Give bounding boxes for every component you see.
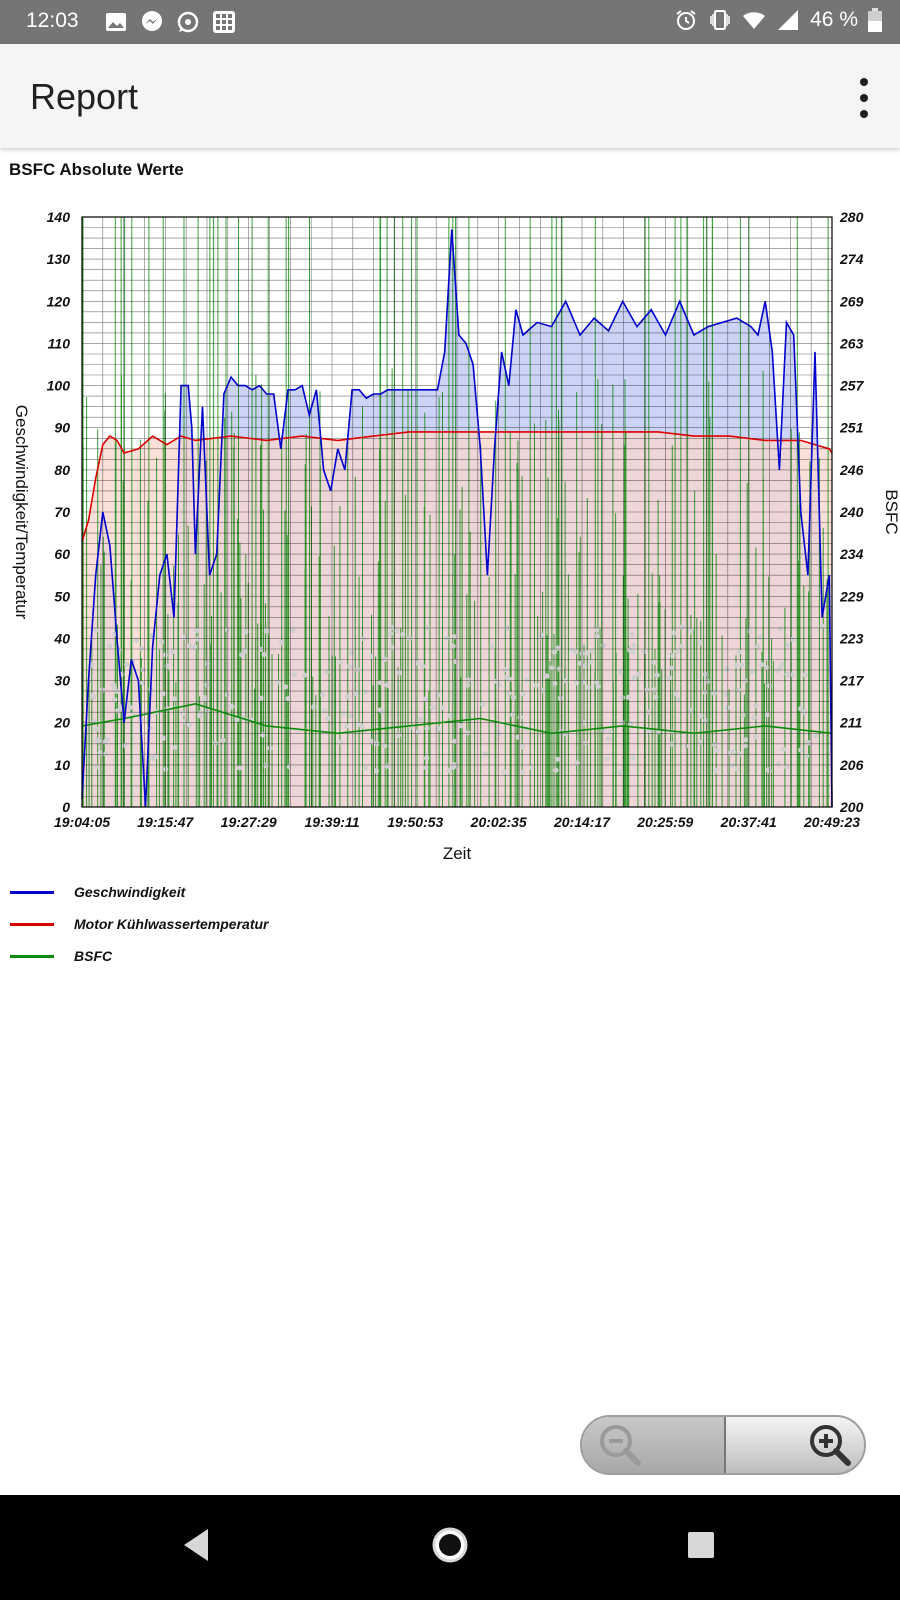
status-bar: 12:03 46 % <box>0 0 900 44</box>
y-tick-label: 40 <box>53 630 70 646</box>
y-right-tick-label: 280 <box>839 209 864 225</box>
x-tick-label: 20:49:23 <box>803 814 860 830</box>
messenger-icon <box>142 11 162 31</box>
legend-label-speed: Geschwindigkeit <box>74 884 186 900</box>
y-tick-label: 140 <box>47 209 71 225</box>
overflow-menu-icon[interactable] <box>854 78 874 118</box>
battery-icon <box>868 8 882 32</box>
zoom-out-button[interactable] <box>582 1417 726 1473</box>
vibrate-icon <box>710 10 730 30</box>
y-tick-label: 80 <box>54 462 70 478</box>
zoom-in-icon <box>810 1425 851 1466</box>
plot-border <box>81 216 833 808</box>
y-right-tick-label: 263 <box>839 335 864 351</box>
x-tick-label: 19:27:29 <box>221 814 277 830</box>
y-right-tick-label: 274 <box>839 251 864 267</box>
x-tick-label: 20:02:35 <box>470 814 527 830</box>
recents-icon[interactable] <box>686 1525 716 1565</box>
bsfc-scatter <box>89 623 825 776</box>
series-line-temperature <box>81 431 833 542</box>
zoom-control <box>580 1415 866 1475</box>
series-line-speed <box>81 229 833 808</box>
zoom-in-button[interactable] <box>726 1417 864 1473</box>
wifi-icon <box>743 12 766 29</box>
nav-bar <box>0 1495 900 1600</box>
y-tick-label: 120 <box>47 293 71 309</box>
x-tick-label: 20:37:41 <box>720 814 777 830</box>
y-right-tick-label: 251 <box>839 420 864 436</box>
y-tick-label: 0 <box>62 799 70 815</box>
image-icon <box>106 13 126 31</box>
y-right-tick-label: 206 <box>839 757 864 773</box>
y-right-tick-label: 223 <box>839 630 864 646</box>
grid-app-icon <box>213 11 235 33</box>
y-tick-label: 60 <box>54 546 70 562</box>
y-tick-label: 130 <box>47 251 71 267</box>
back-icon[interactable] <box>180 1525 212 1565</box>
chart-title: BSFC Absolute Werte <box>9 160 184 179</box>
battery-percent: 46 % <box>810 8 858 31</box>
legend-swatch-speed <box>10 890 54 894</box>
y-right-tick-label: 246 <box>839 462 864 478</box>
app-bar: Report <box>0 44 900 148</box>
legend-label-bsfc: BSFC <box>74 948 113 964</box>
y-right-tick-label: 269 <box>839 293 864 309</box>
y-right-tick-label: 200 <box>839 799 864 815</box>
y-right-tick-label: 217 <box>839 673 865 689</box>
y-right-tick-label: 211 <box>839 715 863 731</box>
y-tick-label: 20 <box>53 715 70 731</box>
y-tick-label: 110 <box>48 335 71 351</box>
x-tick-label: 20:14:17 <box>553 814 611 830</box>
x-tick-label: 19:15:47 <box>137 814 194 830</box>
y-tick-label: 100 <box>47 378 71 394</box>
legend-swatch-bsfc <box>10 954 54 958</box>
alarm-icon <box>676 10 696 30</box>
bsfc-chart[interactable]: 0 10 20 30 40 50 60 70 80 90 100 110 120 130 140 200 206… <box>0 190 900 860</box>
y-right-tick-label: 257 <box>839 378 865 394</box>
x-tick-label: 19:50:53 <box>387 814 443 830</box>
y-axis-label: Geschwindigkeit/Temperatur <box>12 405 31 620</box>
y-right-tick-label: 240 <box>839 504 864 520</box>
y-tick-label: 90 <box>54 420 70 436</box>
whatsapp-icon <box>177 11 199 33</box>
cell-signal-icon <box>778 10 799 30</box>
y-tick-label: 10 <box>54 757 70 773</box>
home-icon[interactable] <box>430 1525 470 1565</box>
x-tick-label: 19:39:11 <box>304 814 359 830</box>
y-tick-label: 70 <box>54 504 70 520</box>
page-title: Report <box>30 76 139 117</box>
x-tick-label: 20:25:59 <box>636 814 693 830</box>
legend-label-temperature: Motor Kühlwassertemperatur <box>74 916 269 932</box>
chart-legend: Geschwindigkeit Motor Kühlwassertemperat… <box>10 876 268 972</box>
series-line-bsfc <box>81 702 833 735</box>
legend-item-speed: Geschwindigkeit <box>10 876 268 908</box>
legend-swatch-temperature <box>10 922 54 926</box>
legend-item-temperature: Motor Kühlwassertemperatur <box>10 908 268 940</box>
y-right-tick-label: 234 <box>839 546 864 562</box>
x-tick-label: 19:04:05 <box>54 814 110 830</box>
y-right-tick-label: 229 <box>839 588 864 604</box>
status-time: 12:03 <box>26 9 79 32</box>
y-tick-label: 30 <box>54 673 70 689</box>
y-right-axis-label: BSFC <box>882 489 900 534</box>
x-axis-label: Zeit <box>443 844 472 860</box>
y-tick-label: 50 <box>54 588 70 604</box>
zoom-out-icon <box>600 1425 641 1466</box>
legend-item-bsfc: BSFC <box>10 940 268 972</box>
